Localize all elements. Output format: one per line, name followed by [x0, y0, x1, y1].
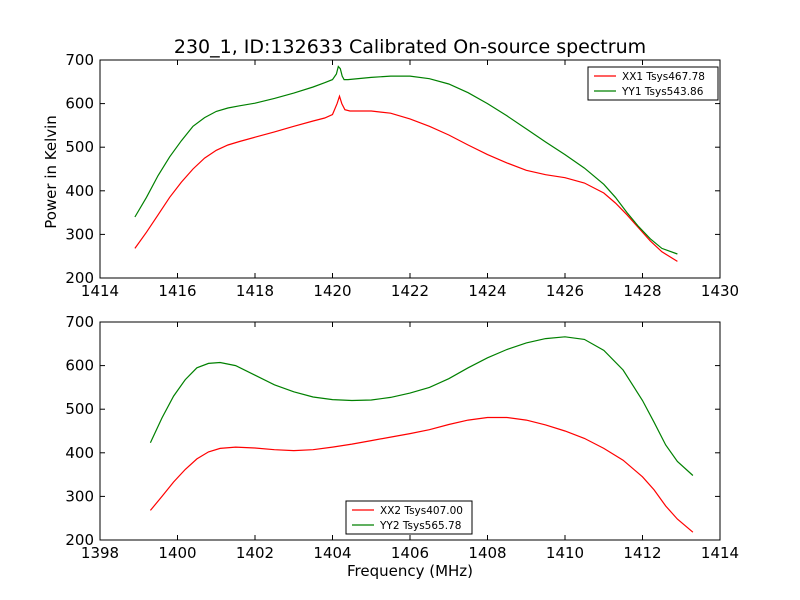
- y-tick-label: 200: [65, 531, 94, 549]
- y-tick-label: 400: [65, 444, 94, 462]
- y-tick-label: 400: [65, 182, 94, 200]
- x-tick-label: 1414: [81, 282, 119, 300]
- x-tick-label: 1404: [313, 544, 351, 562]
- legend-box: [587, 66, 719, 101]
- x-tick-label: 1420: [313, 282, 351, 300]
- bottom-plot-panel: 1398 1400 1402 1404 1406 1408 1410 1412 1414 200 3…: [65, 313, 739, 562]
- x-tick-label: 1422: [391, 282, 429, 300]
- series-line-2-2: [149, 336, 694, 476]
- x-tick-label: 1402: [236, 544, 274, 562]
- y-tick-label: 600: [65, 95, 94, 113]
- y-tick-label: 700: [65, 51, 94, 69]
- legend: XX2 Tsys407.00 YY2 Tsys565.78: [345, 500, 473, 535]
- x-tick-label: 1428: [623, 282, 661, 300]
- series-line-1-1: [134, 94, 678, 262]
- x-tick-label: 1400: [158, 544, 196, 562]
- series-line-1-2: [134, 65, 678, 255]
- x-tick-label: 1414: [701, 544, 739, 562]
- y-tick-label: 700: [65, 313, 94, 331]
- x-tick-label: 1418: [236, 282, 274, 300]
- y-tick-label: 500: [65, 138, 94, 156]
- x-tick-label: 1398: [81, 544, 119, 562]
- x-tick-label: 1410: [546, 544, 584, 562]
- legend-label: XX2 Tsys407.00: [380, 505, 463, 517]
- legend-label: YY2 Tsys565.78: [379, 520, 461, 532]
- y-tick-label: 300: [65, 487, 94, 505]
- x-tick-label: 1406: [391, 544, 429, 562]
- top-plot-panel: 1414 1416 1418 1420 1422 1424 1426 1428 1430 200 3…: [65, 51, 739, 300]
- x-tick-label: 1424: [468, 282, 506, 300]
- legend-label: XX1 Tsys467.78: [622, 71, 705, 83]
- x-tick-label: 1426: [546, 282, 584, 300]
- series-line-2-1: [149, 416, 694, 533]
- x-tick-label: 1430: [701, 282, 739, 300]
- y-tick-label: 300: [65, 225, 94, 243]
- legend-box: [345, 500, 473, 535]
- figure-title: 230_1, ID:132633 Calibrated On-source sp…: [174, 36, 646, 58]
- x-tick-label: 1408: [468, 544, 506, 562]
- y-tick-label: 600: [65, 357, 94, 375]
- y-tick-label: 500: [65, 400, 94, 418]
- legend: XX1 Tsys467.78 YY1 Tsys543.86: [587, 66, 719, 101]
- x-axis-label: Frequency (MHz): [347, 562, 473, 580]
- x-tick-label: 1412: [623, 544, 661, 562]
- y-axis-label: Power in Kelvin: [42, 115, 60, 229]
- x-tick-label: 1416: [158, 282, 196, 300]
- y-tick-label: 200: [65, 269, 94, 287]
- legend-label: YY1 Tsys543.86: [621, 86, 704, 98]
